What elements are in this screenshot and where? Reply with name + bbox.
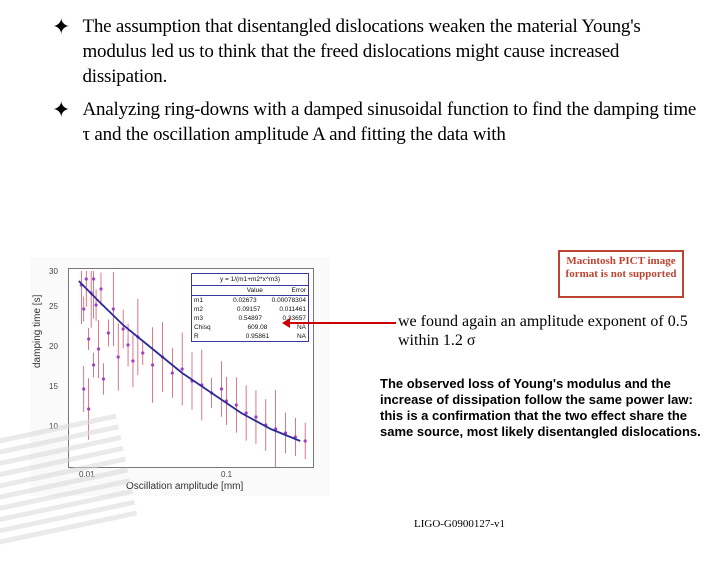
legend-col-2: Error [292, 286, 306, 295]
ytick: 25 [49, 302, 58, 311]
xtick: 0.1 [221, 470, 232, 479]
legend-title: y = 1/(m1+m2*x^m3) [192, 274, 308, 286]
bullet-text-1: The assumption that disentangled disloca… [82, 14, 700, 89]
conclusion-text: The observed loss of Young's modulus and… [380, 376, 710, 440]
ytick: 15 [49, 382, 58, 391]
legend-col-0 [194, 286, 218, 295]
decorative-stripes [0, 414, 141, 566]
chart-legend: y = 1/(m1+m2*x^m3) Value Error m10.02673… [191, 273, 309, 342]
ytick: 30 [49, 267, 58, 276]
x-axis-label: Oscillation amplitude [mm] [126, 481, 243, 492]
ytick: 20 [49, 342, 58, 351]
legend-row: Chisq609.08NA [192, 323, 308, 332]
bullet-glyph-1: ✦ [52, 14, 70, 40]
legend-row: m20.091570.011461 [192, 305, 308, 314]
y-axis-label: damping time [s] [32, 295, 43, 368]
bullet-text-2: Analyzing ring-downs with a damped sinus… [82, 97, 700, 147]
legend-row: m10.026730.00078304 [192, 296, 308, 305]
legend-col-1: Value [247, 286, 263, 295]
pict-placeholder: Macintosh PICT image format is not suppo… [558, 250, 684, 298]
footer-id: LIGO-G0900127-v1 [414, 518, 505, 530]
legend-row: R0.95861NA [192, 332, 308, 341]
finding-text: we found again an amplitude exponent of … [398, 312, 696, 350]
callout-arrow [288, 322, 396, 324]
bullet-glyph-2: ✦ [52, 97, 70, 123]
